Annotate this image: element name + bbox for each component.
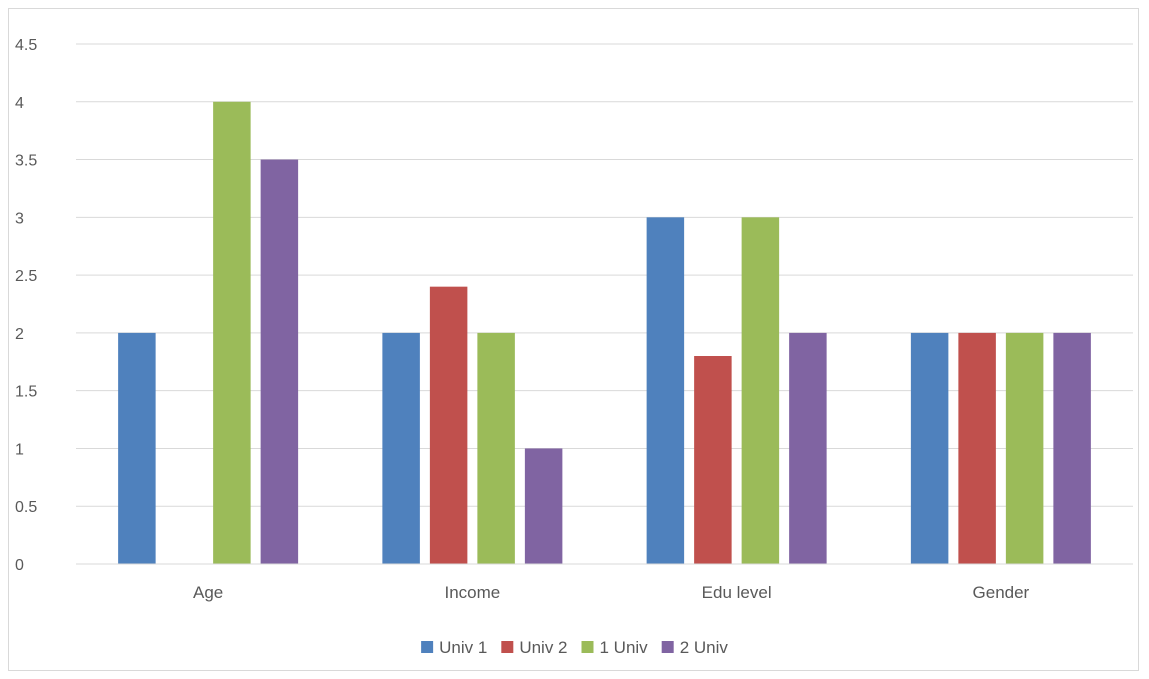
legend-swatch — [501, 641, 514, 653]
legend-item: Univ 1 — [421, 638, 487, 657]
x-category-label: Income — [445, 583, 501, 602]
bar-2-univ-income — [524, 448, 563, 564]
legend-label: 1 Univ — [600, 638, 649, 657]
legend-label: 2 Univ — [680, 638, 729, 657]
bar-univ-2-edu-level — [694, 356, 732, 564]
bar-univ-1-gender — [910, 332, 949, 564]
y-tick-label: 2.5 — [15, 268, 37, 285]
legend-item: 1 Univ — [581, 638, 649, 657]
bar-1-univ-edu-level — [741, 217, 780, 565]
x-category-label: Gender — [973, 583, 1030, 602]
bar-2-univ-gender — [1053, 332, 1091, 564]
bars — [118, 101, 1091, 565]
y-tick-label: 3 — [15, 210, 24, 227]
bar-2-univ-age — [260, 159, 299, 565]
y-tick-label: 2 — [15, 326, 24, 343]
y-axis-tick-labels: 0 0.5 1 1.5 2 2.5 3 3.5 4 4.5 — [15, 37, 37, 574]
bar-2-univ-edu-level — [789, 332, 827, 564]
bar-univ-2-gender — [958, 332, 996, 564]
legend-swatch — [661, 641, 674, 653]
x-category-label: Edu level — [702, 583, 772, 602]
legend-swatch — [581, 641, 594, 653]
legend-label: Univ 2 — [519, 638, 567, 657]
bar-univ-2-income — [429, 286, 468, 564]
y-tick-label: 0.5 — [15, 499, 37, 516]
legend-label: Univ 1 — [439, 638, 487, 657]
y-tick-label: 3.5 — [15, 153, 37, 170]
legend-swatch — [421, 641, 434, 653]
gridlines — [76, 43, 1133, 507]
bar-1-univ-income — [477, 332, 515, 564]
chart-area: 0 0.5 1 1.5 2 2.5 3 3.5 4 4.5 Age Income Edu level G… — [8, 8, 1139, 671]
legend-item: 2 Univ — [661, 638, 729, 657]
y-tick-label: 0 — [15, 557, 24, 574]
x-category-label: Age — [193, 583, 223, 602]
bar-1-univ-age — [213, 101, 251, 565]
x-axis-category-labels: Age Income Edu level Gender — [193, 583, 1030, 602]
y-tick-label: 1.5 — [15, 384, 37, 401]
bar-univ-1-age — [118, 332, 156, 564]
bar-univ-1-income — [382, 332, 420, 564]
legend: Univ 1 Univ 2 1 Univ 2 Univ — [421, 638, 728, 657]
legend-item: Univ 2 — [501, 638, 568, 657]
bar-chart: 0 0.5 1 1.5 2 2.5 3 3.5 4 4.5 Age Income Edu level G… — [15, 37, 1133, 657]
y-tick-label: 1 — [15, 441, 24, 458]
bar-univ-1-edu-level — [646, 217, 685, 565]
y-tick-label: 4.5 — [15, 37, 37, 54]
y-tick-label: 4 — [15, 95, 24, 112]
bar-1-univ-gender — [1005, 332, 1044, 564]
